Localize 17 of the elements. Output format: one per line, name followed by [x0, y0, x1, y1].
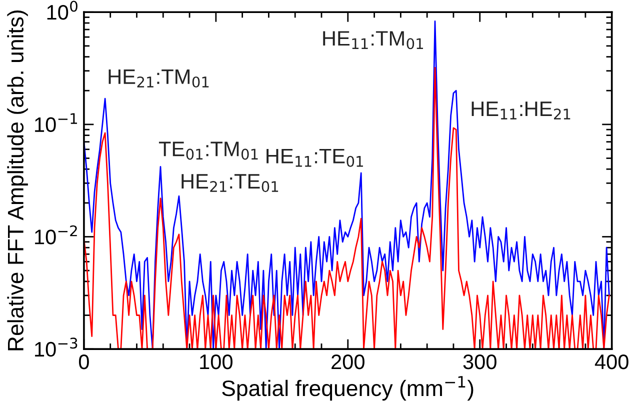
- y-tick-label: 10$^{−2}$: [35, 225, 77, 244]
- annotation: HE$_{21}$:TE$_{01}$: [182, 174, 278, 192]
- x-tick-label: 300: [463, 354, 496, 370]
- y-tick-label: 10$^{−3}$: [35, 338, 78, 357]
- annotation: TE$_{01}$:TM$_{01}$: [158, 142, 258, 160]
- x-tick-label: 400: [594, 354, 628, 370]
- x-tick-label: 100: [200, 354, 232, 370]
- x-tick-label: 0: [78, 354, 89, 370]
- y-axis-title: Relative FFT Amplitude (arb. units): [7, 10, 28, 350]
- y-tick-label: 10$^{0}$: [47, 0, 78, 20]
- x-axis-title: Spatial frequency (mm$^{−1}$): [222, 376, 474, 401]
- annotation: HE$_{11}$:HE$_{21}$: [472, 102, 570, 120]
- y-tick-label: 10$^{−1}$: [35, 113, 77, 132]
- x-tick-label: 200: [332, 354, 364, 370]
- annotation: HE$_{21}$:TM$_{01}$: [108, 70, 209, 88]
- annotation: HE$_{11}$:TE$_{01}$: [266, 148, 363, 167]
- annotation: HE$_{11}$:TM$_{01}$: [323, 31, 423, 50]
